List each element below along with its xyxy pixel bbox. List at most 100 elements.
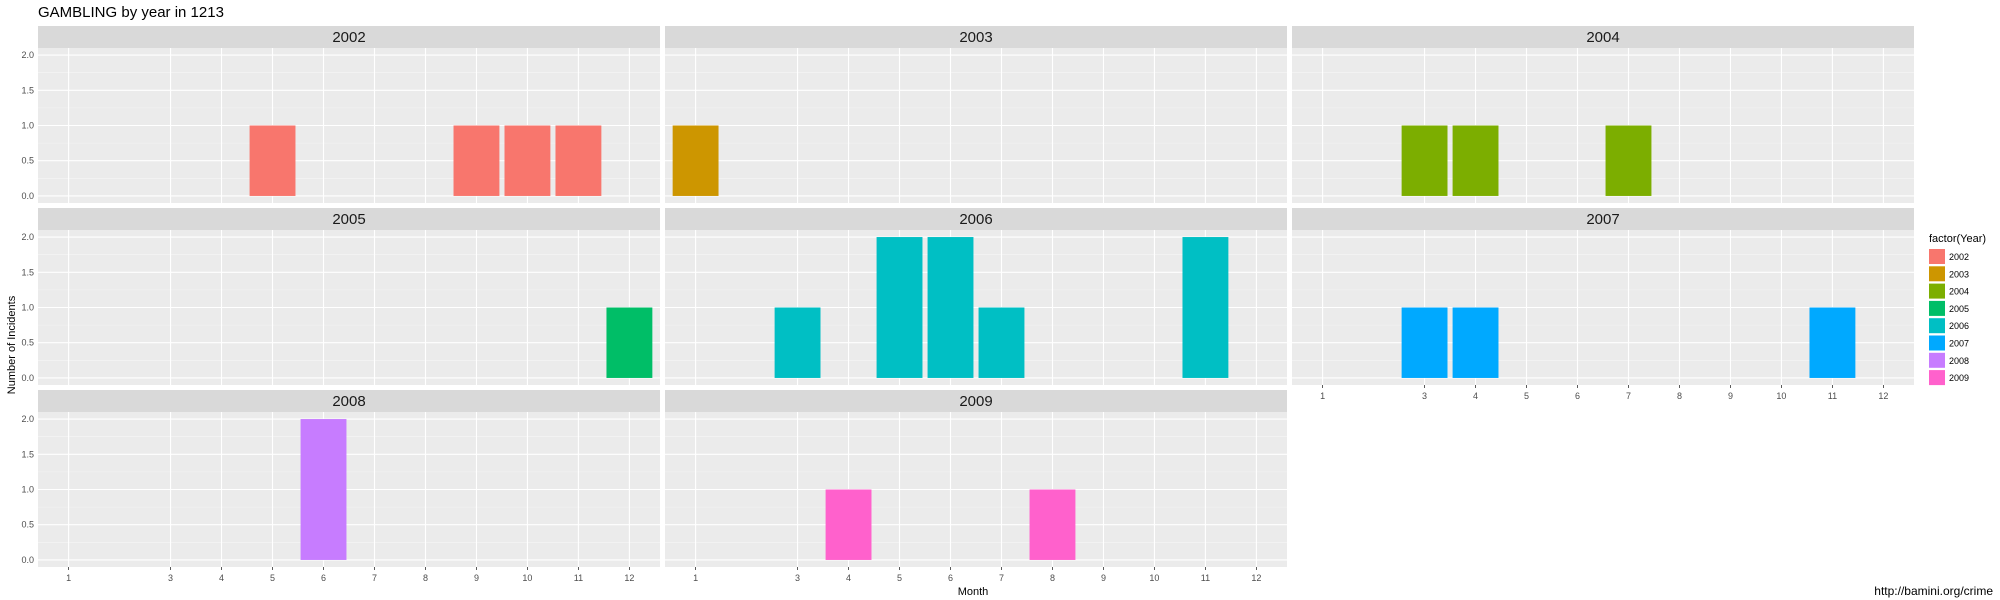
facet-strip bbox=[665, 208, 1287, 230]
facet-strip-label: 2008 bbox=[332, 393, 365, 410]
caption: http://bamini.org/crime bbox=[1874, 584, 1993, 598]
legend-label: 2004 bbox=[1949, 287, 1969, 297]
facet-strip bbox=[665, 26, 1287, 48]
bar-2009-month-4 bbox=[825, 489, 872, 560]
y-tick-label: 0.0 bbox=[21, 373, 34, 383]
bar-2009-month-8 bbox=[1029, 489, 1076, 560]
facet-strip bbox=[1292, 208, 1914, 230]
x-tick-label: 11 bbox=[574, 573, 583, 583]
x-tick-label: 3 bbox=[1422, 391, 1427, 401]
bar-2002-month-9 bbox=[453, 125, 500, 196]
legend-key-2008 bbox=[1929, 352, 1945, 368]
x-tick-label: 11 bbox=[1828, 391, 1837, 401]
panels-layer: 2002 0.0 0.5 1.0 1.5 2.0 2003 2004 2005 0.0 0.5 1.0… bbox=[21, 26, 1914, 583]
legend-key-2004 bbox=[1929, 283, 1945, 299]
x-tick-label: 12 bbox=[624, 573, 634, 583]
bar-2004-month-7 bbox=[1605, 125, 1652, 196]
x-tick-label: 7 bbox=[1626, 391, 1631, 401]
x-tick-label: 9 bbox=[1101, 573, 1106, 583]
legend-key-2003 bbox=[1929, 266, 1945, 282]
legend-key-2005 bbox=[1929, 300, 1945, 316]
x-tick-label: 10 bbox=[1776, 391, 1786, 401]
x-tick-label: 3 bbox=[168, 573, 173, 583]
y-tick-label: 0.5 bbox=[21, 520, 34, 530]
bar-2007-month-4 bbox=[1452, 307, 1499, 378]
facet-strip bbox=[38, 390, 660, 412]
x-tick-label: 12 bbox=[1251, 573, 1261, 583]
x-tick-label: 1 bbox=[1320, 391, 1325, 401]
x-tick-label: 8 bbox=[1050, 573, 1055, 583]
x-tick-label: 8 bbox=[1677, 391, 1682, 401]
y-tick-label: 0.5 bbox=[21, 338, 34, 348]
bar-2008-month-6 bbox=[300, 419, 347, 560]
bar-2002-month-10 bbox=[504, 125, 551, 196]
x-tick-label: 5 bbox=[1524, 391, 1529, 401]
facet-strip bbox=[38, 208, 660, 230]
facet-panel-2006: 2006 bbox=[665, 208, 1287, 385]
y-tick-label: 2.0 bbox=[21, 414, 34, 424]
y-tick-label: 1.5 bbox=[21, 85, 34, 95]
x-tick-label: 4 bbox=[1473, 391, 1478, 401]
x-tick-label: 7 bbox=[999, 573, 1004, 583]
bar-2007-month-11 bbox=[1809, 307, 1856, 378]
legend-label: 2007 bbox=[1949, 339, 1969, 349]
legend-label: 2002 bbox=[1949, 252, 1969, 262]
x-tick-label: 7 bbox=[372, 573, 377, 583]
bar-2006-month-3 bbox=[774, 307, 821, 378]
facet-strip-label: 2005 bbox=[332, 211, 365, 228]
y-axis-title: Number of Incidents bbox=[6, 295, 18, 394]
y-tick-label: 1.0 bbox=[21, 121, 34, 131]
facet-panel-2004: 2004 bbox=[1292, 26, 1914, 203]
bar-2004-month-3 bbox=[1401, 125, 1448, 196]
x-tick-label: 11 bbox=[1201, 573, 1210, 583]
x-tick-label: 5 bbox=[270, 573, 275, 583]
legend-label: 2009 bbox=[1949, 373, 1969, 383]
x-tick-label: 6 bbox=[321, 573, 326, 583]
legend-label: 2008 bbox=[1949, 356, 1969, 366]
legend: 2002 2003 2004 2005 2006 2007 2008 2009 bbox=[1929, 249, 1969, 386]
bar-2006-month-11 bbox=[1182, 237, 1229, 378]
facet-strip-label: 2007 bbox=[1586, 211, 1619, 228]
bar-2006-month-7 bbox=[978, 307, 1025, 378]
legend-label: 2006 bbox=[1949, 321, 1969, 331]
legend-label: 2005 bbox=[1949, 304, 1969, 314]
x-tick-label: 4 bbox=[846, 573, 851, 583]
x-tick-label: 3 bbox=[795, 573, 800, 583]
chart-title: GAMBLING by year in 1213 bbox=[38, 4, 224, 21]
y-tick-label: 1.0 bbox=[21, 485, 34, 495]
facet-panel-2005: 2005 0.0 0.5 1.0 1.5 2.0 bbox=[21, 208, 660, 385]
facet-strip bbox=[665, 390, 1287, 412]
bar-2006-month-6 bbox=[927, 237, 974, 378]
y-tick-label: 2.0 bbox=[21, 50, 34, 60]
facet-panel-2002: 2002 0.0 0.5 1.0 1.5 2.0 bbox=[21, 26, 660, 203]
legend-title: factor(Year) bbox=[1929, 233, 1986, 245]
facet-panel-2009: 2009 1 3 4 5 6 7 8 9 10 11 12 bbox=[665, 390, 1287, 583]
y-tick-label: 1.5 bbox=[21, 449, 34, 459]
x-tick-label: 1 bbox=[66, 573, 71, 583]
bar-2002-month-5 bbox=[249, 125, 296, 196]
bar-2007-month-3 bbox=[1401, 307, 1448, 378]
y-tick-label: 1.5 bbox=[21, 267, 34, 277]
facet-strip-label: 2002 bbox=[332, 29, 365, 46]
bar-2003-month-1 bbox=[672, 125, 719, 196]
x-tick-label: 9 bbox=[1728, 391, 1733, 401]
facet-strip bbox=[38, 26, 660, 48]
facet-panel-2003: 2003 bbox=[665, 26, 1287, 203]
legend-key-2007 bbox=[1929, 335, 1945, 351]
x-tick-label: 1 bbox=[693, 573, 698, 583]
x-tick-label: 4 bbox=[219, 573, 224, 583]
x-tick-label: 8 bbox=[423, 573, 428, 583]
x-tick-label: 6 bbox=[1575, 391, 1580, 401]
x-tick-label: 6 bbox=[948, 573, 953, 583]
y-tick-label: 2.0 bbox=[21, 232, 34, 242]
x-tick-label: 5 bbox=[897, 573, 902, 583]
facet-strip-label: 2004 bbox=[1586, 29, 1619, 46]
y-tick-label: 0.5 bbox=[21, 156, 34, 166]
facet-panel-2008: 2008 0.0 0.5 1.0 1.5 2.0 1 3 4 5 6 7 8 9 10 11 12 bbox=[21, 390, 660, 583]
bar-2004-month-4 bbox=[1452, 125, 1499, 196]
legend-key-2006 bbox=[1929, 318, 1945, 334]
y-tick-label: 1.0 bbox=[21, 303, 34, 313]
x-tick-label: 10 bbox=[1149, 573, 1159, 583]
x-tick-label: 9 bbox=[474, 573, 479, 583]
